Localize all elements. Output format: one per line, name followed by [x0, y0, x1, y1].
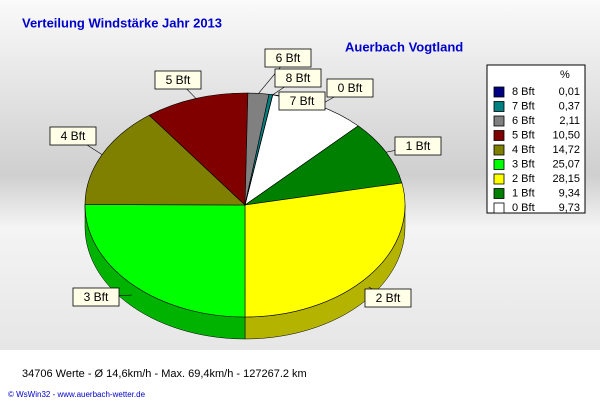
callout-box [278, 91, 326, 111]
legend-label: 5 Bft [512, 129, 535, 141]
legend-label: 1 Bft [512, 187, 535, 199]
legend-swatch [493, 86, 505, 98]
callout-label: 1 Bft [406, 139, 431, 153]
legend-swatch [493, 202, 505, 214]
callout-label: 0 Bft [338, 81, 363, 95]
legend-label: 7 Bft [512, 100, 535, 112]
legend-label: 3 Bft [512, 158, 535, 170]
callout-box [264, 48, 312, 68]
legend-swatch [493, 144, 505, 156]
legend-title: % [560, 69, 570, 81]
footer-background [0, 350, 600, 412]
legend-label: 2 Bft [512, 173, 535, 185]
callout-box [154, 70, 202, 90]
footer-stats: 34706 Werte - Ø 14,6km/h - Max. 69,4km/h… [22, 368, 307, 380]
callout-box [274, 68, 322, 88]
slice [148, 92, 249, 206]
legend-label: 0 Bft [512, 202, 535, 214]
legend-swatch [493, 101, 505, 112]
legend-value: 9,73 [559, 202, 580, 214]
slice [244, 125, 403, 206]
callout-label: 7 Bft [290, 94, 315, 108]
legend-label: 8 Bft [512, 86, 535, 98]
chart-subtitle: Auerbach Vogtland [345, 39, 463, 54]
legend-value: 9,34 [559, 187, 580, 199]
legend-value: 14,72 [552, 144, 580, 156]
legend-value: 0,01 [559, 86, 580, 98]
legend-value: 2,11 [559, 115, 580, 127]
legend-value: 25,07 [552, 158, 580, 170]
legend-label: 6 Bft [512, 115, 535, 127]
legend-swatch [493, 130, 505, 141]
callout-box [72, 287, 120, 307]
slice [84, 114, 246, 206]
callout-label: 5 Bft [166, 73, 191, 87]
callout-box [49, 126, 97, 146]
callout-label: 2 Bft [376, 291, 401, 305]
legend-label: 4 Bft [512, 144, 535, 156]
callout-label: 6 Bft [276, 51, 301, 65]
callout-box [394, 136, 442, 156]
legend-swatch [493, 159, 505, 170]
legend-value: 28,15 [552, 173, 580, 185]
slice [244, 182, 406, 318]
callout-label: 4 Bft [61, 129, 86, 143]
legend-swatch [493, 173, 505, 185]
slice [84, 204, 246, 318]
chart-title: Verteilung Windstärke Jahr 2013 [22, 15, 222, 30]
legend-swatch [493, 188, 505, 199]
callout-box [364, 288, 412, 308]
legend-value: 0,37 [559, 100, 580, 112]
legend-swatch [493, 115, 505, 127]
callout-label: 8 Bft [286, 71, 311, 85]
footer-credit: © WsWin32 - www.auerbach-wetter.de [8, 390, 146, 399]
callout-label: 3 Bft [84, 290, 109, 304]
legend-value: 10,50 [552, 129, 580, 141]
callout-box [326, 78, 374, 98]
